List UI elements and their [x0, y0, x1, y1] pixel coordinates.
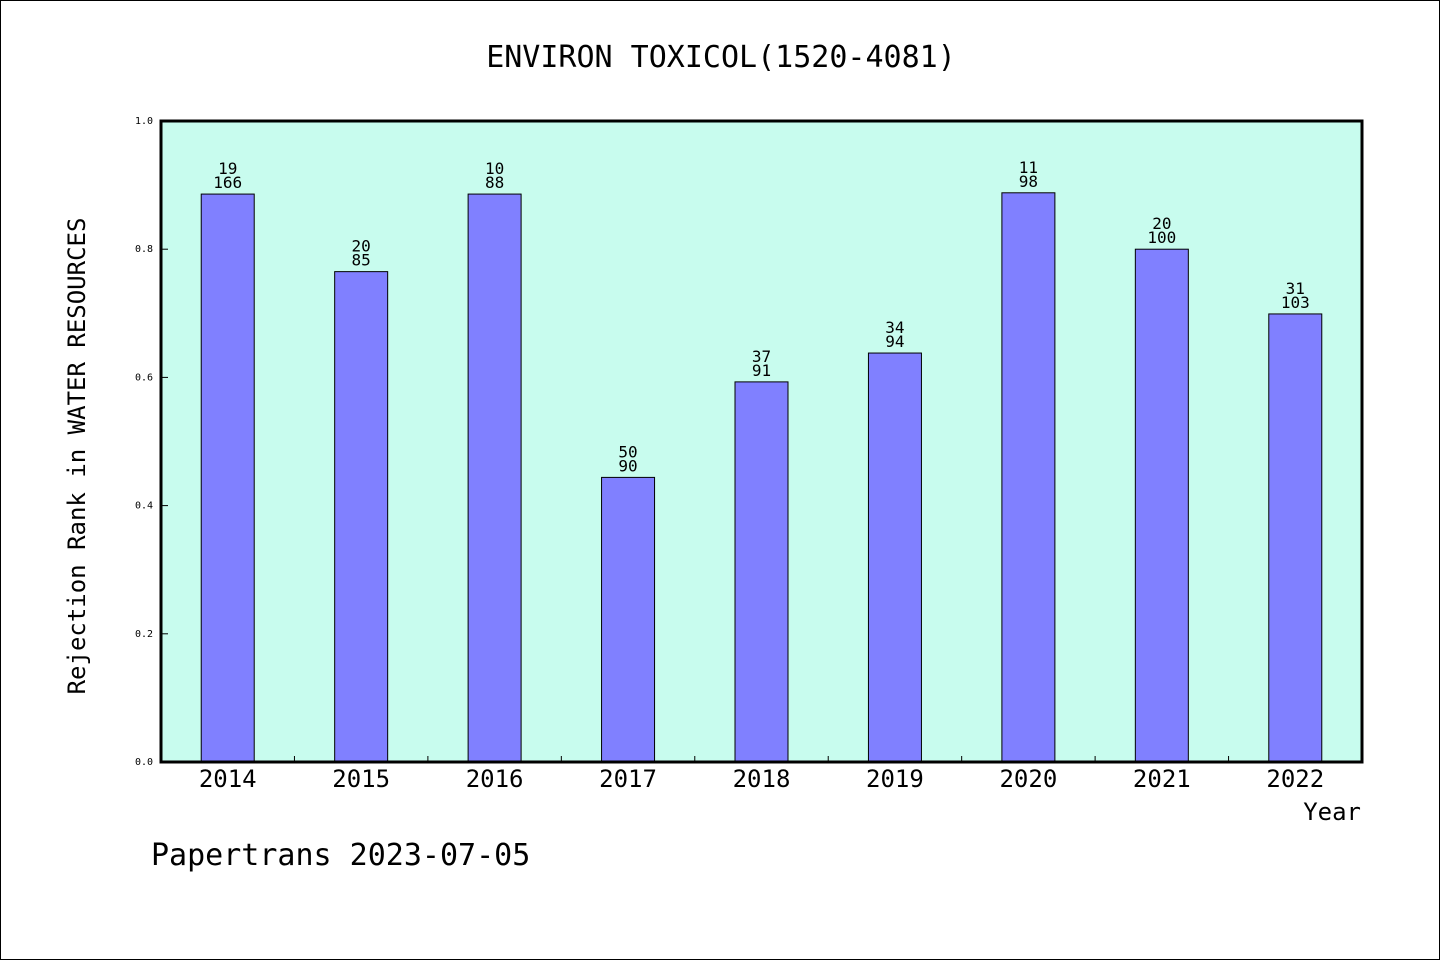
bar-label-top: 50 — [618, 442, 637, 461]
y-tick-label: 0.8 — [135, 244, 153, 255]
y-tick-label: 0.2 — [135, 629, 153, 640]
x-tick-label: 2022 — [1266, 765, 1324, 793]
x-tick-label: 2021 — [1133, 765, 1191, 793]
bar-label-bottom: 166 — [213, 173, 242, 192]
bar-label-top: 37 — [752, 347, 771, 366]
bar-label-top: 20 — [352, 237, 371, 256]
bar-label-top: 11 — [1019, 158, 1038, 177]
bar-label-bottom: 85 — [352, 251, 371, 270]
bar-label-top: 10 — [485, 159, 504, 178]
bar — [601, 476, 656, 763]
y-axis-label: Rejection Rank in WATER RESOURCES — [63, 218, 91, 695]
bar-label-top: 34 — [885, 318, 904, 337]
x-tick-label: 2020 — [999, 765, 1057, 793]
bar-label-bottom: 94 — [885, 332, 904, 351]
x-tick-label: 2016 — [466, 765, 524, 793]
y-tick-label: 0.4 — [135, 501, 153, 512]
x-tick-label: 2019 — [866, 765, 924, 793]
bar-label-bottom: 103 — [1281, 293, 1310, 312]
x-ticks: 2014 2015 2016 2017 2018 2019 2020 2021 2022 — [199, 756, 1324, 793]
x-axis-label: Year — [1303, 798, 1361, 826]
plot-border — [159, 119, 1364, 764]
bar-label-bottom: 90 — [618, 456, 637, 475]
bar — [467, 193, 522, 763]
bar — [734, 381, 789, 763]
bar — [200, 193, 255, 763]
bar-label-bottom: 98 — [1019, 172, 1038, 191]
y-tick-label: 0.6 — [135, 372, 153, 383]
bar — [867, 352, 922, 763]
bar-label-top: 19 — [218, 159, 237, 178]
bar — [1268, 313, 1323, 763]
bar-label-top: 31 — [1286, 279, 1305, 298]
bar-label-bottom: 100 — [1147, 228, 1176, 247]
x-tick-label: 2015 — [332, 765, 390, 793]
bar — [334, 271, 389, 763]
bar-label-bottom: 88 — [485, 173, 504, 192]
footer-text: Papertrans 2023-07-05 — [151, 838, 530, 873]
bar — [1134, 248, 1189, 763]
bar — [1001, 192, 1056, 763]
bar-label-top: 20 — [1152, 214, 1171, 233]
x-tick-label: 2017 — [599, 765, 657, 793]
x-tick-label: 2014 — [199, 765, 257, 793]
bar-label-bottom: 91 — [752, 361, 771, 380]
y-tick-label: 0.0 — [135, 757, 153, 768]
x-tick-label: 2018 — [733, 765, 791, 793]
y-tick-label: 1.0 — [135, 116, 153, 127]
chart-title: ENVIRON TOXICOL(1520-4081) — [486, 40, 956, 75]
